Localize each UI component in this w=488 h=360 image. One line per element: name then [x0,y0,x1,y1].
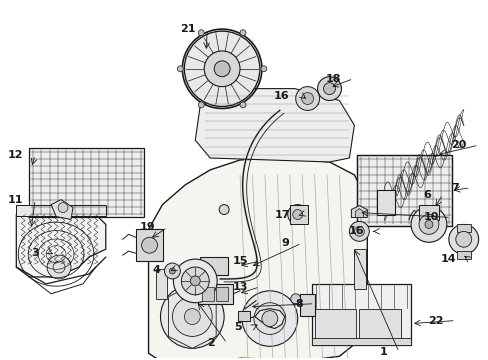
Polygon shape [195,89,354,162]
Bar [311,338,410,345]
Circle shape [262,311,277,327]
Circle shape [173,259,217,303]
Text: 18: 18 [325,74,341,84]
Text: 16: 16 [274,91,289,100]
Text: 1: 1 [379,347,386,357]
Text: 6: 6 [422,190,430,200]
Bar [299,294,314,316]
Text: 19: 19 [140,222,155,233]
Bar [16,204,105,216]
Bar [311,284,410,345]
Text: 22: 22 [427,316,443,325]
Circle shape [160,285,224,348]
Polygon shape [351,206,366,217]
Text: 2: 2 [207,338,215,348]
Polygon shape [168,285,216,348]
Text: 11: 11 [8,195,23,204]
Circle shape [142,237,157,253]
Circle shape [190,276,200,286]
Bar [289,204,307,224]
Bar [238,311,249,320]
Circle shape [264,312,275,324]
Text: 10: 10 [423,212,438,222]
Circle shape [184,309,200,324]
Bar [456,251,470,259]
Text: 16: 16 [348,226,364,237]
Text: 8: 8 [294,299,302,309]
Bar [354,249,366,289]
Text: 7: 7 [450,183,458,193]
Circle shape [290,294,300,304]
Bar [357,155,451,226]
Circle shape [198,102,204,108]
Bar [155,269,167,299]
Polygon shape [254,309,284,328]
Circle shape [198,30,204,36]
Circle shape [219,204,228,215]
Polygon shape [16,210,105,277]
Circle shape [292,210,302,220]
Circle shape [181,267,209,295]
Bar [376,190,394,215]
Circle shape [169,268,175,274]
Circle shape [172,297,212,337]
Text: 20: 20 [450,140,466,150]
Text: 5: 5 [234,321,242,332]
Text: 15: 15 [232,256,247,266]
Text: 3: 3 [32,248,39,258]
Bar [314,309,356,343]
Circle shape [424,220,432,228]
Circle shape [448,224,478,254]
Polygon shape [51,200,73,220]
Circle shape [240,30,245,36]
Circle shape [295,87,319,111]
Bar [135,229,163,261]
Bar [202,287,214,301]
Bar [321,83,337,95]
Bar [297,91,317,104]
Circle shape [317,77,341,100]
Text: 13: 13 [232,282,247,292]
Circle shape [301,93,313,104]
Bar [198,284,233,304]
Circle shape [204,51,240,87]
Bar [456,224,470,232]
Circle shape [418,215,438,234]
Polygon shape [355,208,363,217]
Circle shape [410,207,446,242]
Circle shape [287,204,307,224]
Circle shape [455,231,471,247]
Circle shape [214,61,230,77]
Circle shape [177,66,183,72]
Bar [418,204,438,220]
Bar [200,257,227,275]
Bar [359,309,400,343]
Text: 12: 12 [8,150,23,160]
Bar [29,148,143,217]
Text: 4: 4 [152,265,160,275]
Bar [351,225,366,237]
Circle shape [47,255,71,279]
Circle shape [253,303,285,334]
Text: 17: 17 [274,210,289,220]
Circle shape [354,226,364,236]
Text: 9: 9 [281,238,289,248]
Circle shape [242,291,297,346]
Circle shape [261,66,266,72]
Circle shape [184,31,260,107]
Polygon shape [148,158,366,360]
Circle shape [323,83,335,95]
Circle shape [164,263,180,279]
Circle shape [349,221,368,241]
Text: 21: 21 [180,24,195,34]
Bar [216,287,227,301]
Circle shape [58,203,68,212]
Circle shape [240,102,245,108]
Bar [357,155,451,226]
Text: 14: 14 [440,254,456,264]
